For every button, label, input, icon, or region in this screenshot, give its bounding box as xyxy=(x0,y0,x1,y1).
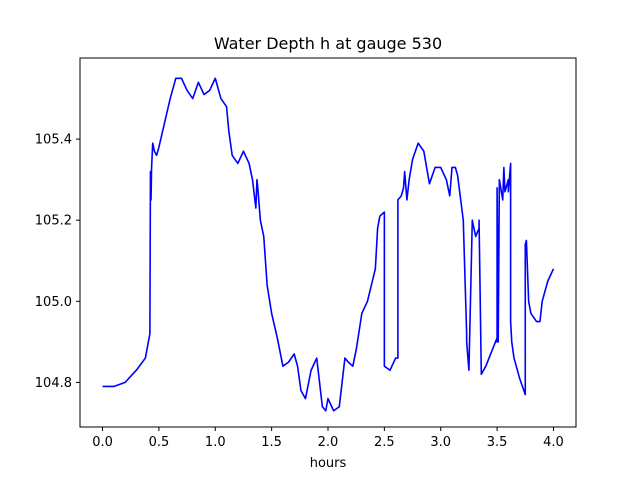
x-tick-label: 4.0 xyxy=(543,435,564,450)
series-line-0 xyxy=(102,77,555,412)
x-tick-label: 0.5 xyxy=(149,435,170,450)
chart-marks xyxy=(102,77,555,412)
x-axis: 0.0 0.5 1.0 1.5 2.0 2.5 3.0 3.5 4.0 xyxy=(92,427,564,450)
x-tick-label: 0.0 xyxy=(92,435,113,450)
x-tick-label: 3.0 xyxy=(430,435,451,450)
y-axis: 104.8 105.0 105.2 105.4 xyxy=(35,133,80,391)
x-tick-label: 2.5 xyxy=(374,435,395,450)
chart-title: Water Depth h at gauge 530 xyxy=(214,34,442,53)
y-tick-label: 105.4 xyxy=(35,133,72,148)
x-tick-label: 1.5 xyxy=(261,435,282,450)
plot-area xyxy=(80,58,576,427)
y-tick-label: 105.0 xyxy=(35,295,72,310)
y-tick-label: 105.2 xyxy=(35,214,72,229)
x-axis-label: hours xyxy=(310,456,347,471)
x-tick-label: 3.5 xyxy=(487,435,508,450)
x-tick-label: 2.0 xyxy=(318,435,339,450)
y-tick-label: 104.8 xyxy=(35,376,72,391)
x-tick-label: 1.0 xyxy=(205,435,226,450)
